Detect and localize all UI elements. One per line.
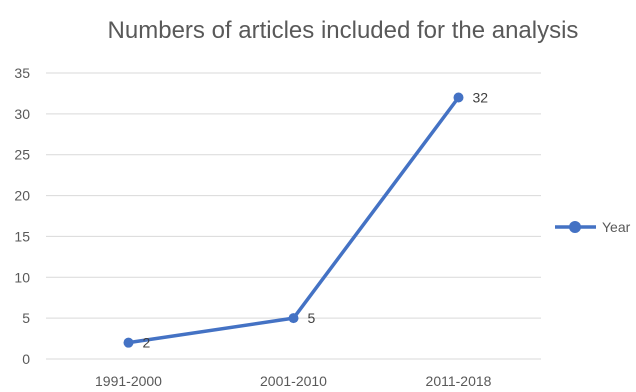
gridlines: [46, 72, 541, 360]
y-tick-label: 10: [14, 269, 30, 285]
x-tick-label: 2011-2018: [426, 373, 492, 389]
data-labels: 2 5 32: [143, 90, 489, 351]
data-label: 2: [143, 335, 151, 351]
data-label: 5: [308, 310, 316, 326]
y-tick-label: 5: [22, 310, 30, 326]
data-point: [288, 313, 299, 324]
x-axis-tick-labels: 1991-2000 2001-2010 2011-2018: [95, 373, 492, 389]
legend: Year: [555, 219, 631, 235]
y-tick-label: 20: [14, 188, 30, 204]
series-year: [123, 92, 464, 348]
data-label: 32: [473, 90, 489, 106]
series-line: [126, 95, 461, 345]
y-tick-label: 25: [14, 147, 30, 163]
x-tick-label: 2001-2010: [260, 373, 327, 389]
y-tick-label: 35: [14, 65, 30, 81]
y-axis-tick-labels: 0 5 10 15 20 25 30 35: [14, 65, 30, 367]
legend-label: Year: [602, 219, 631, 235]
data-point: [123, 337, 134, 348]
y-tick-label: 15: [14, 228, 30, 244]
legend-marker: [569, 221, 581, 233]
y-tick-label: 0: [22, 351, 30, 367]
x-tick-label: 1991-2000: [95, 373, 162, 389]
data-point: [453, 92, 464, 103]
y-tick-label: 30: [14, 106, 30, 122]
chart-title: Numbers of articles included for the ana…: [108, 17, 579, 44]
